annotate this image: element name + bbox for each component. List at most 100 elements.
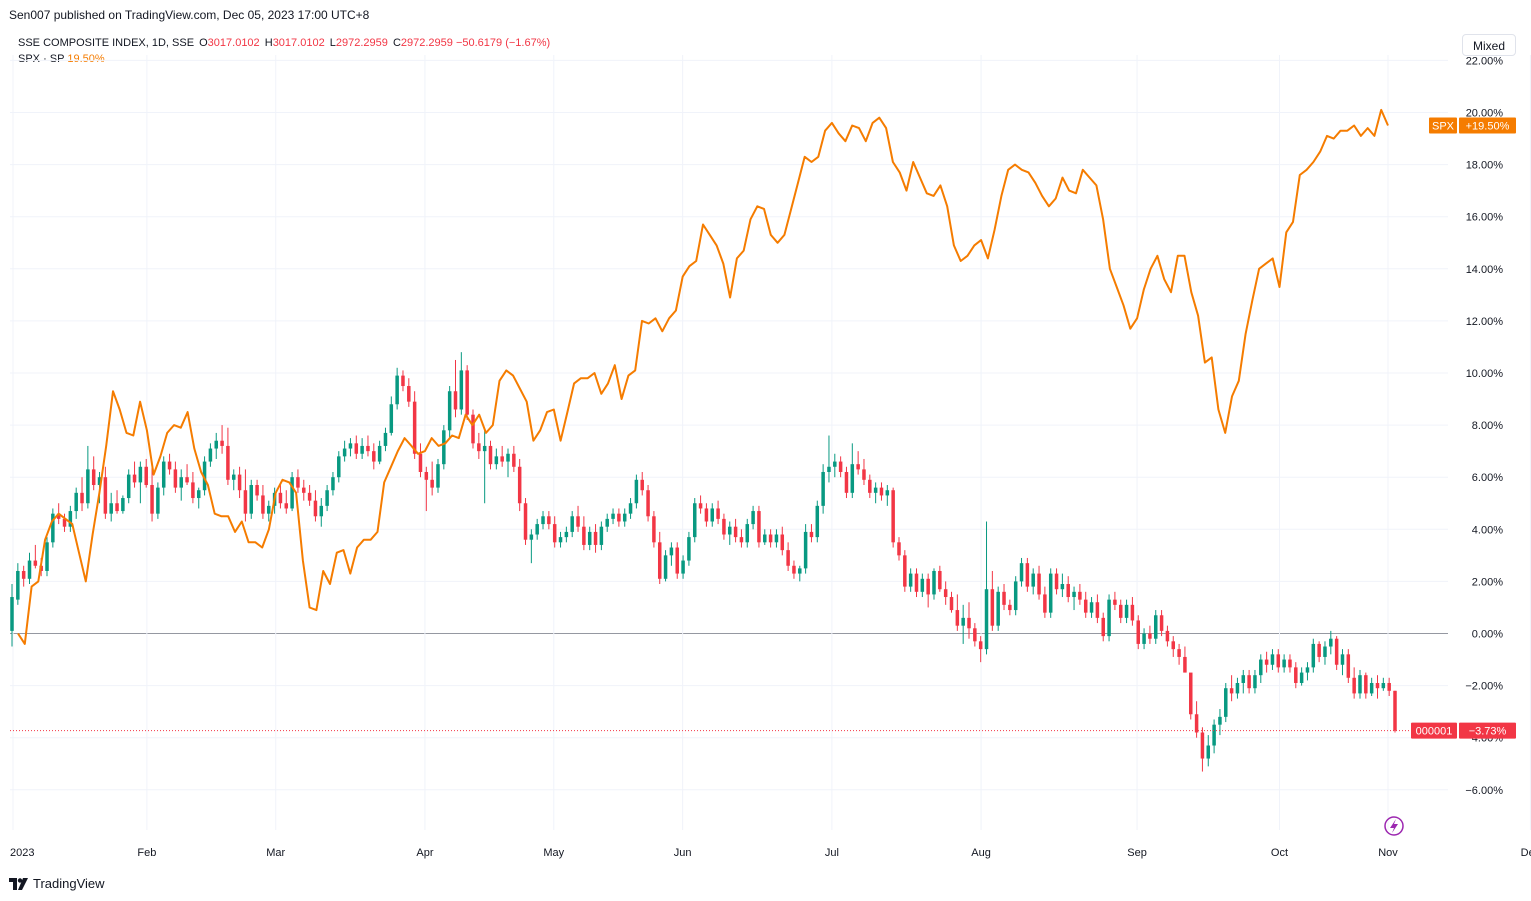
spx-symbol-tag-bg: [1429, 117, 1457, 134]
candle: [1317, 641, 1321, 663]
candle-body: [1037, 573, 1041, 595]
candle: [372, 443, 376, 470]
y-tick-label: 6.00%: [1472, 472, 1503, 484]
legend-main-symbol[interactable]: SSE COMPOSITE INDEX, 1D, SSE: [18, 37, 195, 49]
candle-body: [1083, 599, 1088, 613]
candle: [1171, 636, 1176, 657]
candle: [868, 474, 872, 499]
candle-body: [249, 485, 254, 514]
candle-body: [447, 391, 452, 431]
candle: [179, 469, 183, 501]
legend-main-row: SSE COMPOSITE INDEX, 1D, SSE O3017.0102 …: [18, 35, 550, 51]
candle: [990, 570, 995, 631]
candle-body: [897, 542, 901, 556]
candle-body: [850, 464, 855, 493]
candle-body: [342, 448, 347, 457]
candle-body: [757, 511, 761, 543]
y-tick-label: −2.00%: [1465, 681, 1503, 693]
candle: [827, 435, 831, 483]
candle-body: [768, 534, 773, 543]
candle: [914, 568, 919, 598]
candle-body: [681, 560, 685, 574]
candle-body: [1095, 602, 1100, 618]
candle: [243, 469, 248, 522]
candle: [920, 573, 925, 598]
candle-body: [1171, 641, 1176, 650]
candle: [663, 550, 668, 582]
candle-body: [68, 511, 73, 527]
candle-body: [1189, 672, 1193, 715]
candle-body: [10, 597, 14, 631]
candle: [611, 508, 615, 525]
candle-body: [506, 453, 510, 462]
candle-body: [582, 526, 586, 545]
candle-body: [196, 490, 201, 499]
sse-value-tag-bg: [1459, 722, 1516, 739]
candle-body: [1393, 690, 1397, 731]
tradingview-logo[interactable]: TradingView: [9, 876, 105, 891]
candle-body: [1387, 682, 1391, 691]
candle: [675, 542, 679, 579]
candle-body: [652, 516, 656, 543]
candle-body: [733, 526, 738, 538]
candle: [582, 516, 586, 551]
candle: [278, 485, 283, 509]
candle-body: [1247, 675, 1251, 689]
candle: [1393, 690, 1397, 733]
candle-body: [716, 508, 720, 519]
candle-body: [1013, 581, 1018, 611]
candle: [1031, 568, 1035, 595]
candle-body: [908, 573, 913, 587]
candle: [342, 440, 347, 462]
scale-mode-button[interactable]: Mixed: [1462, 34, 1516, 56]
y-axis[interactable]: 22.00% 20.00% 18.00% 16.00% 14.00% 12.00% 10.0…: [1465, 55, 1503, 796]
candle-body: [202, 461, 207, 491]
candle: [74, 487, 78, 519]
candle-body: [547, 516, 551, 525]
legend-compare-symbol[interactable]: SPX · SP: [18, 53, 65, 65]
candle-body: [1224, 688, 1228, 717]
candle: [1381, 677, 1386, 691]
candle: [774, 529, 779, 548]
candle: [33, 544, 38, 569]
candle-body: [354, 443, 359, 454]
x-tick-label: May: [543, 847, 564, 859]
x-tick-label: Jul: [825, 847, 839, 859]
candle-body: [1270, 654, 1275, 665]
candle-body: [173, 469, 178, 488]
legend-h-value: 3017.0102: [272, 37, 325, 49]
y-tick-label: 20.00%: [1466, 108, 1504, 120]
candle-body: [430, 479, 434, 488]
candle-body: [261, 495, 265, 514]
alert-lightning-icon[interactable]: [1384, 816, 1404, 836]
candle: [27, 552, 32, 585]
candle: [477, 432, 481, 459]
candle-body: [1078, 591, 1082, 600]
candle-body: [1323, 646, 1327, 657]
candle: [1253, 669, 1257, 694]
candle: [366, 435, 370, 457]
candle: [442, 425, 446, 470]
candle: [1194, 701, 1199, 738]
candle-body: [313, 500, 318, 517]
candle-body: [587, 531, 592, 545]
candle-body: [1241, 675, 1246, 683]
candle: [587, 526, 592, 551]
candle: [412, 391, 417, 459]
candle: [652, 511, 656, 548]
candle: [862, 458, 866, 486]
candle-body: [990, 589, 995, 626]
candle: [488, 440, 493, 470]
candle: [640, 471, 644, 496]
candle: [1177, 643, 1181, 665]
candle-body: [1066, 584, 1070, 598]
candle-body: [500, 456, 504, 462]
x-axis[interactable]: 2023 Feb Mar Apr May Jun Jul Aug Sep Oct Nov Dec: [10, 847, 1531, 859]
candle: [1153, 610, 1158, 644]
candle: [1130, 597, 1135, 626]
candle: [1060, 573, 1065, 598]
candle-body: [1136, 620, 1140, 644]
y-tick-label: 4.00%: [1472, 524, 1503, 536]
candle-body: [1334, 638, 1339, 665]
